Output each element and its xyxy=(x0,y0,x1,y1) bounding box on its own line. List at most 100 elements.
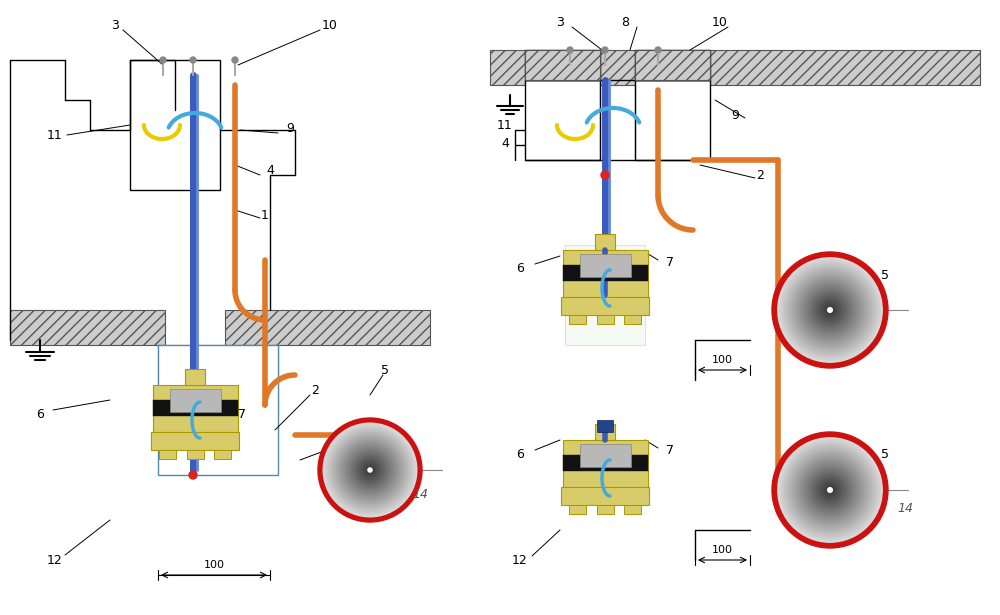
Circle shape xyxy=(817,477,843,502)
Bar xyxy=(130,60,220,190)
Circle shape xyxy=(786,266,874,354)
Bar xyxy=(158,345,278,475)
Circle shape xyxy=(780,260,880,360)
Circle shape xyxy=(784,264,876,356)
Text: 2: 2 xyxy=(756,169,764,181)
Text: 9: 9 xyxy=(731,108,739,122)
Circle shape xyxy=(824,304,836,316)
Text: 6: 6 xyxy=(516,448,524,461)
Circle shape xyxy=(828,488,832,492)
Circle shape xyxy=(790,450,870,530)
Circle shape xyxy=(334,434,406,506)
Text: 100: 100 xyxy=(712,355,733,365)
Circle shape xyxy=(359,459,381,481)
Circle shape xyxy=(366,466,374,474)
Bar xyxy=(561,297,649,315)
Text: 12: 12 xyxy=(47,554,63,566)
Circle shape xyxy=(190,57,196,63)
Circle shape xyxy=(788,268,872,352)
Circle shape xyxy=(788,448,872,532)
Bar xyxy=(580,253,631,277)
Bar xyxy=(596,505,614,514)
Bar xyxy=(525,50,600,80)
Circle shape xyxy=(655,47,661,53)
Bar xyxy=(563,440,648,487)
Circle shape xyxy=(778,258,882,362)
Circle shape xyxy=(353,453,387,487)
Bar xyxy=(185,369,205,385)
Text: 4: 4 xyxy=(266,164,274,177)
Bar xyxy=(597,420,613,432)
Text: 8: 8 xyxy=(621,15,629,28)
Bar xyxy=(525,80,600,160)
Circle shape xyxy=(797,456,863,523)
Circle shape xyxy=(351,451,389,489)
Text: 4: 4 xyxy=(501,137,509,149)
Text: 1: 1 xyxy=(261,208,269,221)
Circle shape xyxy=(824,484,836,496)
Circle shape xyxy=(822,482,838,498)
Circle shape xyxy=(780,440,880,540)
Bar xyxy=(563,250,648,297)
Circle shape xyxy=(807,467,853,513)
Circle shape xyxy=(799,279,861,341)
Circle shape xyxy=(803,283,857,337)
Circle shape xyxy=(327,427,413,513)
Circle shape xyxy=(786,446,874,534)
Circle shape xyxy=(826,486,834,494)
Bar xyxy=(635,50,710,80)
Circle shape xyxy=(809,289,851,331)
Bar xyxy=(151,432,239,450)
Circle shape xyxy=(338,438,402,502)
Circle shape xyxy=(232,57,238,63)
Circle shape xyxy=(602,47,608,53)
Bar xyxy=(490,50,980,85)
Circle shape xyxy=(357,457,383,483)
Bar xyxy=(565,245,645,345)
Circle shape xyxy=(817,298,843,322)
Text: 10: 10 xyxy=(712,15,728,28)
Circle shape xyxy=(782,262,878,358)
Circle shape xyxy=(811,292,849,329)
Circle shape xyxy=(342,442,398,498)
Bar xyxy=(595,424,615,440)
Circle shape xyxy=(160,57,166,63)
Bar xyxy=(225,310,430,345)
Circle shape xyxy=(336,436,404,504)
Circle shape xyxy=(811,471,849,509)
Text: 5: 5 xyxy=(881,269,889,282)
Bar xyxy=(569,315,586,324)
Text: 100: 100 xyxy=(712,545,733,555)
Circle shape xyxy=(813,474,847,507)
Circle shape xyxy=(792,272,868,347)
Circle shape xyxy=(325,425,415,515)
Bar xyxy=(525,50,600,80)
Bar xyxy=(569,505,586,514)
Circle shape xyxy=(828,488,832,493)
Text: 14: 14 xyxy=(412,488,428,501)
Circle shape xyxy=(567,47,573,53)
Circle shape xyxy=(820,300,840,320)
Circle shape xyxy=(795,274,865,346)
Circle shape xyxy=(323,423,417,517)
Circle shape xyxy=(803,463,857,517)
Circle shape xyxy=(784,444,876,536)
Circle shape xyxy=(797,277,863,343)
Text: 7: 7 xyxy=(238,408,246,421)
Circle shape xyxy=(805,285,855,335)
Bar xyxy=(624,505,641,514)
Bar xyxy=(10,310,165,345)
Circle shape xyxy=(801,281,859,339)
Bar xyxy=(170,389,221,412)
Circle shape xyxy=(807,287,853,333)
Circle shape xyxy=(331,430,409,509)
Circle shape xyxy=(799,459,861,522)
Bar xyxy=(158,345,278,415)
Circle shape xyxy=(189,471,197,479)
Circle shape xyxy=(368,468,372,472)
Circle shape xyxy=(348,448,392,493)
Text: 5: 5 xyxy=(381,363,389,376)
Bar xyxy=(159,450,176,459)
Circle shape xyxy=(318,418,422,522)
Circle shape xyxy=(363,462,377,477)
